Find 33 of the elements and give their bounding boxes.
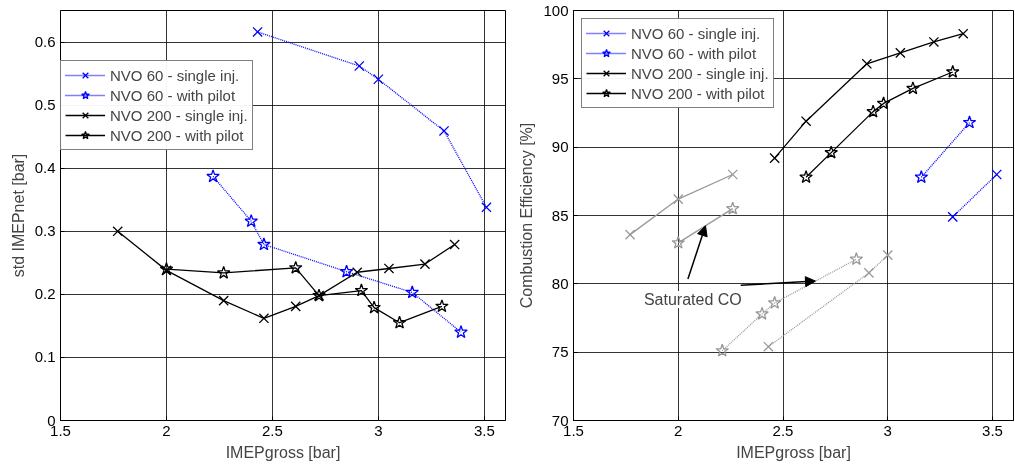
x-axis-title: IMEPgross [bar] (736, 443, 851, 461)
y-tick-label: 0.3 (34, 222, 56, 240)
legend-label: NVO 60 - single inj. (631, 24, 761, 42)
y-tick-label: 0.6 (34, 33, 56, 51)
x-tick-label: 2.5 (261, 421, 283, 439)
y-axis-title: Combustion Efficiency [%] (518, 122, 536, 309)
y-tick-label: 85 (551, 206, 569, 224)
x-tick-label: 2 (674, 421, 683, 439)
legend-label: NVO 60 - with pilot (631, 44, 757, 62)
y-tick-label: 0.1 (34, 348, 56, 366)
x-tick-label: 3.5 (982, 421, 1003, 439)
y-tick-label: 0.2 (34, 285, 56, 303)
y-tick-label: 80 (551, 274, 569, 292)
x-tick-label: 3 (374, 421, 383, 439)
legend-label: NVO 200 - with pilot (110, 126, 244, 144)
y-tick-label: 0.5 (34, 96, 56, 114)
legend-label: NVO 200 - with pilot (631, 84, 765, 102)
y-tick-label: 90 (551, 138, 569, 156)
legend-label: NVO 60 - with pilot (110, 86, 236, 104)
x-axis-title: IMEPgross [bar] (225, 443, 341, 461)
x-tick-label: 3 (883, 421, 892, 439)
legend-label: NVO 200 - single inj. (110, 106, 248, 124)
y-tick-label: 0.4 (34, 159, 56, 177)
y-tick-label: 75 (551, 343, 569, 361)
x-tick-label: 3.5 (473, 421, 495, 439)
legend-label: NVO 200 - single inj. (631, 64, 769, 82)
x-tick-label: 2.5 (772, 421, 794, 439)
y-tick-label: 95 (551, 69, 569, 87)
legend-label: NVO 60 - single inj. (110, 66, 240, 84)
y-axis-title: std IMEPnet [bar] (9, 153, 27, 278)
y-tick-label: 100 (543, 1, 569, 19)
annotation: Saturated CO (643, 291, 742, 309)
x-tick-label: 2 (162, 421, 171, 439)
